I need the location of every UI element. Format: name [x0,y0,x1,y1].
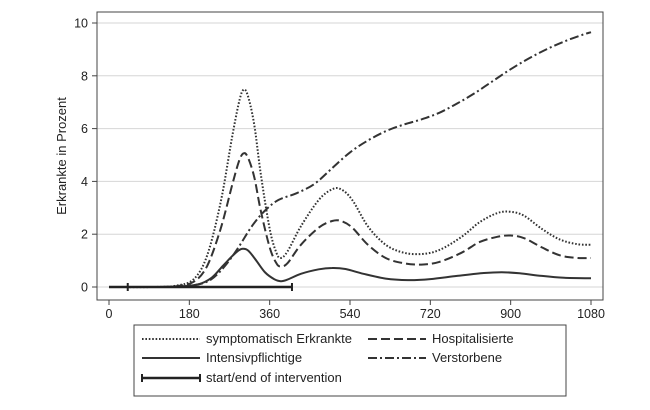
axes: 0 2 4 6 8 10 0 180 360 540 720 900 1080 [74,11,605,321]
y-tick-label: 2 [81,228,88,242]
y-tick-label: 10 [74,17,88,31]
x-tick-label: 900 [500,307,521,321]
series-line-intensivpflichtige [108,247,592,289]
legend: symptomatisch Erkrankte Hospitalisierte In… [133,324,567,397]
series-line-verstorbene [108,31,592,289]
intervention-marker [109,283,293,291]
x-tick-label: 720 [420,307,441,321]
y-axis-label: Erkrankte in Prozent [54,97,69,215]
legend-label-hospitalisierte: Hospitalisierte [432,331,514,346]
legend-label-symptomatisch-erkrankte: symptomatisch Erkrankte [206,331,352,346]
x-tick-label: 1080 [577,307,605,321]
legend-box [133,324,567,397]
legend-label-intensivpflichtige: Intensivpflichtige [206,350,302,365]
series-line-hospitalisierte [108,152,592,289]
x-tick-label: 360 [259,307,280,321]
y-tick-label: 0 [81,281,88,295]
x-tick-label: 540 [340,307,361,321]
series-group [108,31,592,291]
x-tick-label: 0 [106,307,113,321]
legend-label-intervention: start/end of intervention [206,370,342,385]
series-line-symptomatisch-erkrankte [108,88,592,289]
y-tick-label: 6 [81,122,88,136]
y-tick-label: 4 [81,175,88,189]
x-tick-label: 180 [179,307,200,321]
y-tick-label: 8 [81,69,88,83]
legend-label-verstorbene: Verstorbene [432,350,502,365]
